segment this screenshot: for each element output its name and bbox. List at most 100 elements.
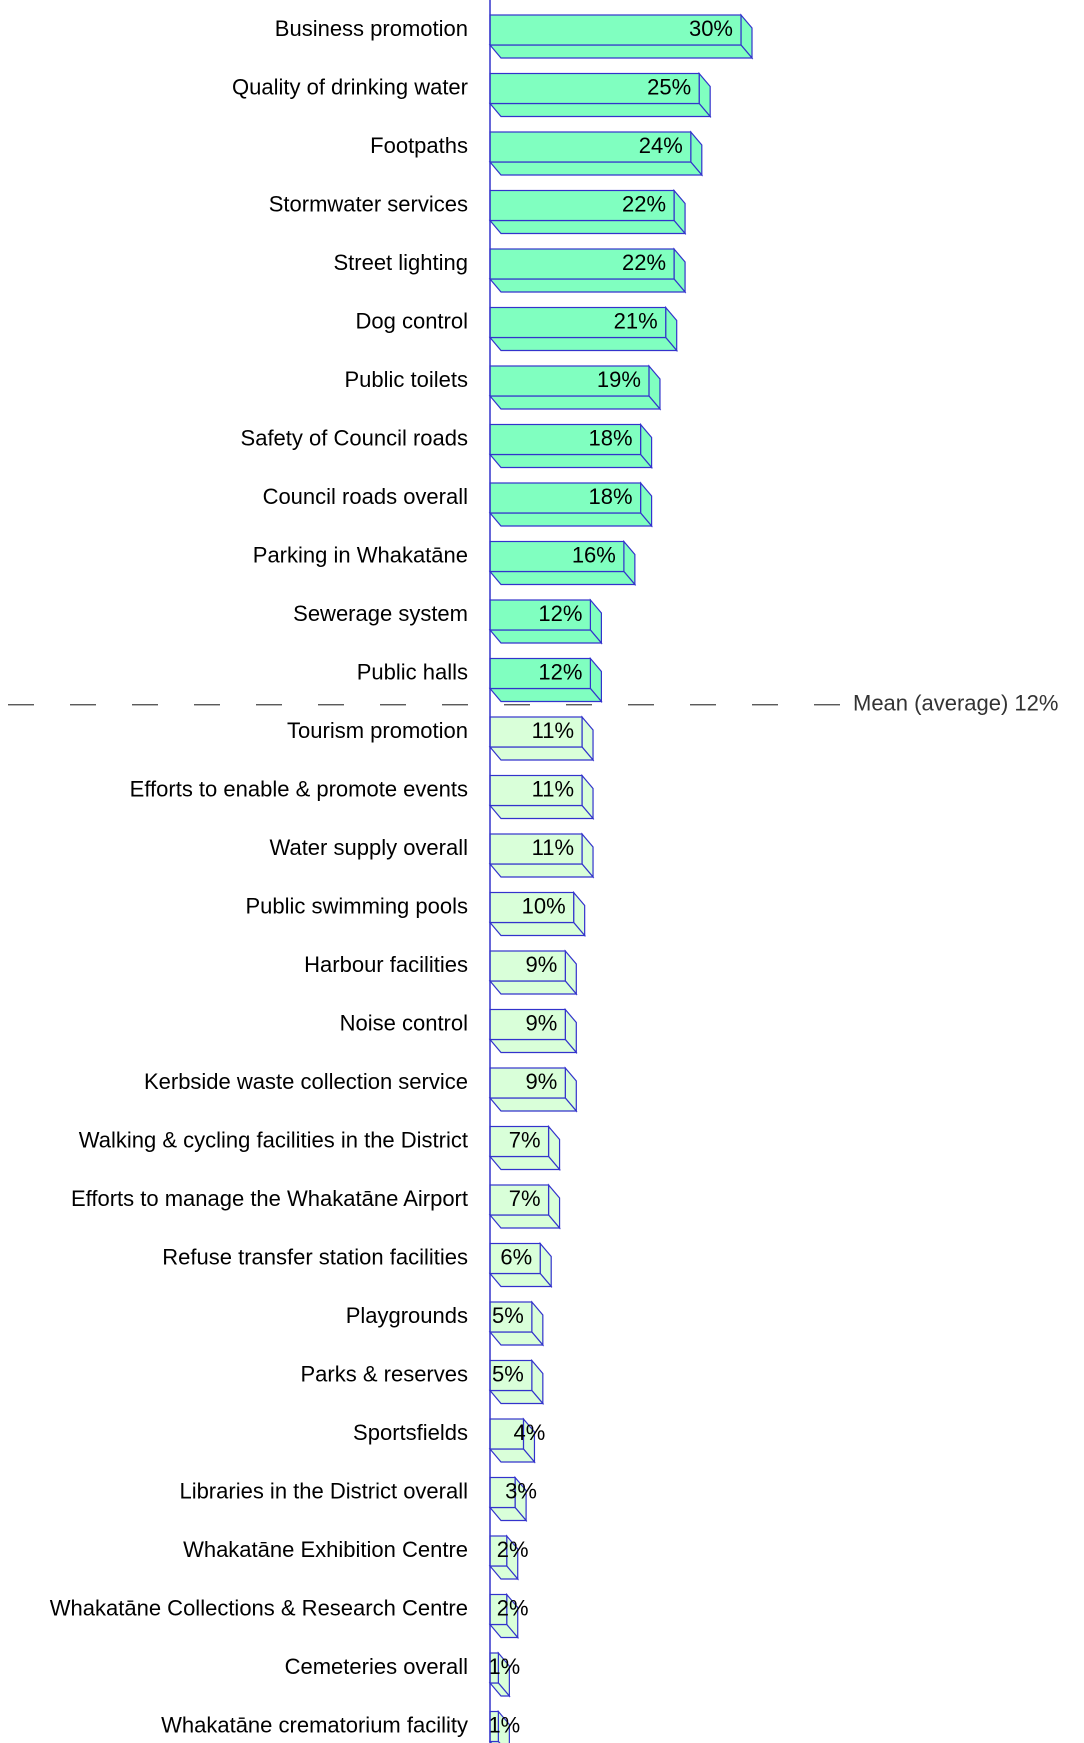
bar-front [489,131,692,163]
bar-front [489,1418,525,1450]
value-label: 3% [505,1478,537,1503]
value-label: 2% [497,1595,529,1620]
bar-bottom [488,102,712,118]
category-label: Noise control [340,1010,468,1035]
bar [488,1007,578,1055]
category-label: Sewerage system [293,601,468,626]
value-label: 18% [589,484,633,509]
bar-bottom [488,1214,561,1229]
bar-front [489,1301,533,1333]
category-label: Parking in Whakatāne [253,542,468,567]
value-label: 1% [488,1654,520,1679]
bar [488,247,687,294]
bar-front [489,1359,533,1392]
category-label: Safety of Council roads [241,425,468,450]
bar-bottom [488,278,687,293]
bar [488,188,687,236]
value-label: 9% [526,1069,558,1094]
bar-bottom [488,921,586,937]
value-label: 7% [509,1186,541,1211]
bar [488,539,637,587]
bar-front [489,189,675,222]
category-label: Whakatāne Exhibition Centre [183,1537,468,1562]
bar-front [489,1476,516,1509]
bar-front [489,14,742,46]
category-label: Whakatāne Collections & Research Centre [50,1595,468,1620]
bar-front [489,1125,550,1158]
category-label: Street lighting [333,250,468,275]
bar [488,13,754,60]
bar-front [489,72,700,105]
category-label: Sportsfields [353,1420,468,1445]
category-label: Kerbside waste collection service [144,1069,468,1094]
category-label: Walking & cycling facilities in the Dist… [79,1127,468,1152]
bar [488,1300,545,1347]
value-label: 19% [597,367,641,392]
value-label: 11% [532,835,574,860]
mean-label: Mean (average) 12% [853,691,1058,716]
bar-front [489,1008,566,1041]
bar-front [489,657,592,690]
bar-front [489,891,575,924]
bar [488,1124,561,1172]
bar-bottom [488,863,595,878]
value-label: 12% [538,601,582,626]
value-label: 4% [513,1420,545,1445]
value-label: 9% [526,952,558,977]
bar [488,656,603,704]
bar-bottom [488,453,653,469]
bar-bottom [488,219,687,235]
value-label: 9% [526,1010,558,1035]
value-label: 30% [689,16,733,41]
bar [488,890,586,938]
bar [488,1534,520,1581]
bar [488,1592,520,1640]
bar-bottom [488,746,595,761]
category-label: Efforts to enable & promote events [130,776,468,801]
bar-bottom [488,1155,561,1171]
bar [488,715,595,762]
value-label: 25% [647,74,691,99]
value-label: 1% [488,1712,520,1737]
bar [488,1358,545,1406]
bar-bottom [488,161,704,176]
bar-bottom [488,512,653,527]
category-label: Council roads overall [263,484,468,509]
bar-front [489,599,592,631]
bar-bottom [488,1272,553,1288]
bar-bottom [488,1038,578,1054]
bar-bottom [488,395,662,410]
value-label: 10% [522,893,566,918]
category-label: Business promotion [275,16,468,41]
bar-bottom [488,629,603,644]
bar [488,598,603,645]
bar-bottom [488,570,637,586]
bar [488,481,653,528]
value-label: 18% [589,425,633,450]
category-label: Stormwater services [269,191,468,216]
value-label: 2% [497,1537,529,1562]
bar-bottom [488,336,678,352]
value-label: 21% [614,308,658,333]
bar-front [489,482,642,514]
bar-bottom [488,44,754,59]
bar-bottom [488,804,595,820]
bar-bottom [488,980,578,995]
value-label: 11% [532,718,574,743]
category-label: Libraries in the District overall [179,1478,468,1503]
category-label: Public swimming pools [245,893,468,918]
category-label: Quality of drinking water [232,74,468,99]
bar [488,949,578,996]
bar [488,1066,578,1113]
bar-bottom [488,687,603,703]
bar-front [489,248,675,280]
value-label: 24% [639,133,683,158]
value-label: 22% [622,250,666,275]
category-label: Efforts to manage the Whakatāne Airport [71,1186,468,1211]
bar-front [489,950,566,982]
category-label: Cemeteries overall [285,1654,468,1679]
category-label: Dog control [355,308,468,333]
bar [488,130,704,177]
bar [488,71,712,119]
